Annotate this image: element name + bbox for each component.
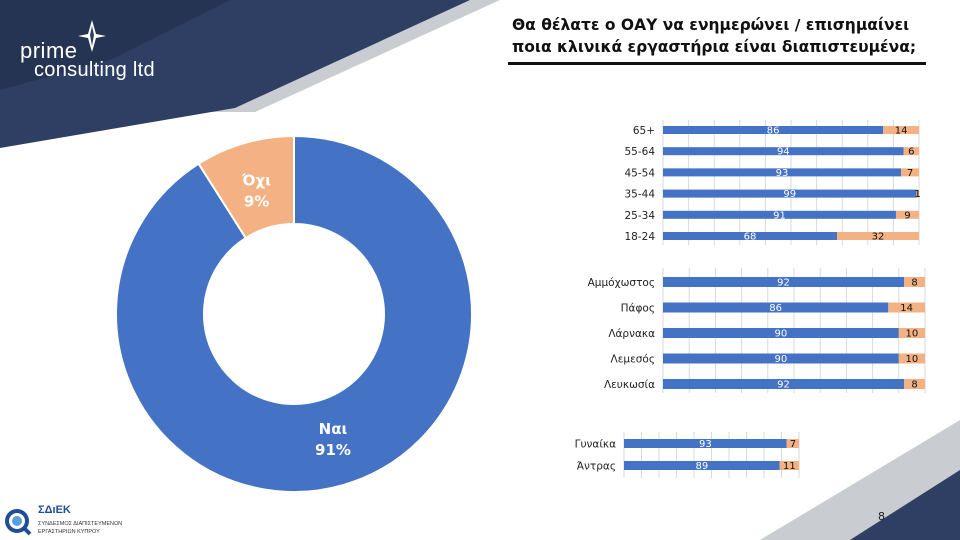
gender-category-label: Γυναίκα [575, 439, 616, 451]
district-bar-yes [663, 353, 899, 364]
age-bar-yes [663, 232, 838, 240]
donut-slice-no [197, 134, 295, 240]
district-value-yes: 90 [775, 354, 788, 365]
age-category-label: 25-34 [624, 210, 655, 222]
donut-value-label: 9% [244, 192, 269, 210]
donut-category-label: Όχι [241, 171, 271, 189]
title-underline [508, 62, 926, 65]
age-value-yes: 68 [744, 232, 757, 243]
age-value-yes: 86 [767, 126, 780, 137]
district-bar-yes [663, 302, 889, 313]
district-bar-no [898, 328, 925, 338]
age-value-no: 14 [895, 126, 908, 137]
gender-value-no: 7 [790, 439, 796, 450]
age-value-yes: 93 [776, 168, 789, 179]
age-bar-no [916, 189, 919, 198]
district-bar-no [898, 353, 925, 364]
age-category-label: 65+ [633, 125, 655, 137]
district-bar-no [904, 379, 925, 389]
district-bar-no [888, 302, 925, 313]
age-bar-no [883, 126, 919, 134]
age-category-label: 18-24 [624, 231, 655, 243]
logo-line1: prime [20, 38, 78, 63]
bottom-right-navy [850, 470, 960, 540]
district-category-label: Λάρνακα [608, 328, 655, 340]
district-category-label: Λευκωσία [604, 379, 655, 391]
district-value-yes: 92 [777, 278, 790, 289]
age-category-label: 35-44 [624, 189, 655, 201]
district-bar-yes [663, 277, 905, 287]
age-bar-yes [663, 126, 884, 134]
page-number: 8 [878, 510, 885, 523]
district-value-no: 8 [911, 380, 917, 391]
age-bar-no [837, 232, 919, 240]
district-bar-yes [663, 328, 899, 338]
age-category-label: 45-54 [624, 167, 655, 179]
district-value-no: 10 [906, 329, 919, 340]
district-bar-no [904, 277, 925, 287]
top-left-navy-dark [0, 0, 230, 90]
district-value-no: 10 [906, 354, 919, 365]
sdiek-subtitle-line1: ΣΥΝΔΕΣΜΟΣ ΔΙΑΠΙΣΤΕΥΜΕΝΩΝ [38, 521, 123, 527]
district-bar-yes [663, 379, 905, 389]
age-bar-yes [663, 168, 902, 177]
age-value-yes: 99 [783, 189, 796, 200]
age-value-yes: 91 [773, 210, 786, 221]
age-bar-no [901, 168, 919, 177]
donut-category-label: Ναι [319, 420, 348, 438]
age-value-no: 6 [908, 147, 914, 158]
age-category-label: 55-64 [624, 146, 655, 158]
page-title: Θα θέλατε ο ΟΑΥ να ενημερώνει / επισημαί… [512, 16, 917, 56]
gender-bar-no [786, 439, 799, 448]
age-bar-no [903, 147, 919, 156]
company-logo: prime consulting ltd [20, 38, 155, 81]
age-value-no: 32 [872, 232, 885, 243]
sdiek-subtitle-line2: ΕΡΓΑΣΤΗΡΙΩΝ ΚΥΠΡΟΥ [38, 529, 100, 535]
donut-value-label: 91% [315, 441, 351, 459]
gender-value-no: 11 [783, 461, 796, 472]
sdiek-q-icon [5, 509, 32, 536]
donut-slice-yes [115, 134, 473, 493]
logo-star-icon [78, 20, 106, 52]
district-value-yes: 92 [777, 380, 790, 391]
age-bar-yes [663, 210, 896, 219]
age-bar-no [895, 210, 919, 219]
district-value-yes: 90 [775, 329, 788, 340]
district-category-label: Αμμόχωστος [588, 277, 655, 289]
age-value-no: 1 [915, 189, 921, 200]
sdiek-name: ΣΔιΕΚ [38, 504, 71, 516]
gender-bar-yes [624, 461, 780, 470]
sdiek-logo-block: ΣΔιΕΚ ΣΥΝΔΕΣΜΟΣ ΔΙΑΠΙΣΤΕΥΜΕΝΩΝ ΕΡΓΑΣΤΗΡΙ… [4, 504, 154, 538]
logo-line2: consulting ltd [34, 59, 155, 81]
gender-category-label: Άντρας [577, 461, 616, 473]
age-value-no: 7 [907, 168, 913, 179]
age-value-no: 9 [904, 210, 910, 221]
age-bar-yes [663, 147, 904, 156]
district-value-no: 14 [900, 303, 913, 314]
district-category-label: Πάφος [621, 303, 655, 315]
gender-value-yes: 89 [696, 461, 709, 472]
age-value-yes: 94 [777, 147, 790, 158]
gender-bar-no [779, 461, 799, 470]
gender-bar-yes [624, 439, 787, 448]
district-category-label: Λεμεσός [611, 354, 655, 366]
gender-value-yes: 93 [699, 439, 712, 450]
district-value-yes: 86 [769, 303, 782, 314]
age-bar-yes [663, 189, 917, 198]
district-value-no: 8 [911, 278, 917, 289]
